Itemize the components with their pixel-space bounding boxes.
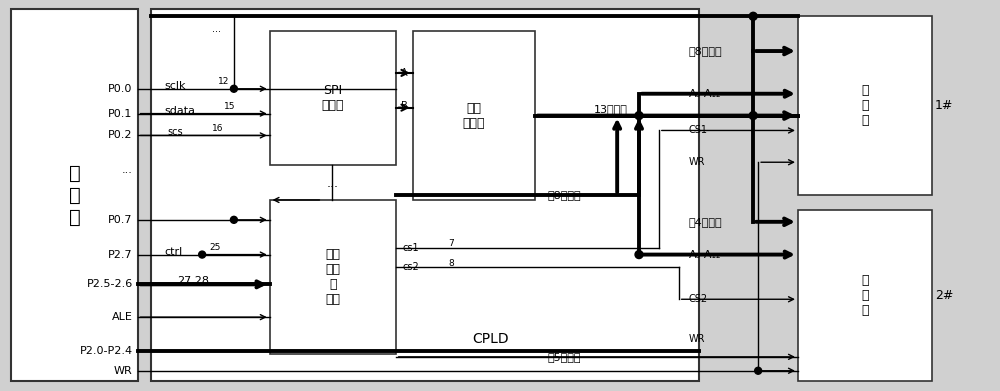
- Text: 12: 12: [218, 77, 229, 86]
- Text: 高4位数据: 高4位数据: [689, 217, 722, 227]
- Bar: [798, 16, 932, 195]
- Text: 存
储
器: 存 储 器: [861, 274, 869, 317]
- Text: 高5位地址: 高5位地址: [548, 352, 581, 362]
- Text: 1#: 1#: [935, 99, 953, 112]
- Text: P2.0-P2.4: P2.0-P2.4: [80, 346, 133, 356]
- Circle shape: [749, 111, 757, 120]
- Bar: [151, 9, 699, 381]
- Text: cs1: cs1: [403, 243, 419, 253]
- Text: P0.1: P0.1: [108, 109, 133, 118]
- Text: SPI
串转并: SPI 串转并: [321, 84, 344, 112]
- Text: sdata: sdata: [164, 106, 195, 116]
- Circle shape: [635, 251, 643, 258]
- Circle shape: [230, 216, 237, 223]
- Text: ctrl: ctrl: [164, 247, 183, 256]
- Bar: [270, 31, 396, 165]
- Text: 2#: 2#: [935, 289, 953, 302]
- Bar: [798, 210, 932, 381]
- Text: 7: 7: [448, 239, 454, 248]
- Text: 25: 25: [209, 243, 220, 252]
- Text: P0.2: P0.2: [108, 131, 133, 140]
- Circle shape: [199, 251, 206, 258]
- Text: 体8位地址: 体8位地址: [548, 190, 581, 200]
- Text: 13位地址: 13位地址: [594, 104, 628, 114]
- Text: P2.7: P2.7: [108, 249, 133, 260]
- Text: CS2: CS2: [689, 294, 708, 304]
- Text: 27,28: 27,28: [177, 276, 209, 286]
- Text: scs: scs: [167, 127, 183, 138]
- Text: WR: WR: [689, 334, 705, 344]
- Text: 16: 16: [212, 124, 224, 133]
- Text: ...: ...: [212, 24, 221, 34]
- Text: 单
片
机: 单 片 机: [69, 163, 80, 226]
- Text: CPLD: CPLD: [472, 332, 508, 346]
- Text: 8: 8: [448, 259, 454, 268]
- Text: ...: ...: [326, 177, 338, 190]
- Text: A: A: [401, 68, 407, 78]
- Text: ...: ...: [122, 165, 133, 175]
- Text: P2.5-2.6: P2.5-2.6: [86, 279, 133, 289]
- Text: A₀-A₁₂: A₀-A₁₂: [689, 89, 721, 99]
- Circle shape: [755, 367, 762, 374]
- Text: 地址
锁存
与
译码: 地址 锁存 与 译码: [325, 248, 340, 306]
- Bar: [11, 9, 138, 381]
- Text: WR: WR: [114, 366, 133, 376]
- Text: 体8位数据: 体8位数据: [689, 46, 722, 56]
- Text: 存
储
器: 存 储 器: [861, 84, 869, 127]
- Text: 15: 15: [224, 102, 235, 111]
- Text: 相位
累加器: 相位 累加器: [462, 102, 485, 129]
- Text: B: B: [401, 100, 407, 111]
- Bar: [413, 31, 535, 200]
- Text: WR: WR: [689, 157, 705, 167]
- Circle shape: [749, 12, 757, 20]
- Bar: [270, 200, 396, 354]
- Text: cs2: cs2: [403, 262, 419, 273]
- Text: sclk: sclk: [164, 81, 186, 91]
- Circle shape: [230, 85, 237, 92]
- Text: CS1: CS1: [689, 126, 708, 135]
- Text: ALE: ALE: [112, 312, 133, 322]
- Text: P0.7: P0.7: [108, 215, 133, 225]
- Text: P0.0: P0.0: [108, 84, 133, 94]
- Text: A₀-A₁₂: A₀-A₁₂: [689, 249, 721, 260]
- Circle shape: [635, 111, 643, 120]
